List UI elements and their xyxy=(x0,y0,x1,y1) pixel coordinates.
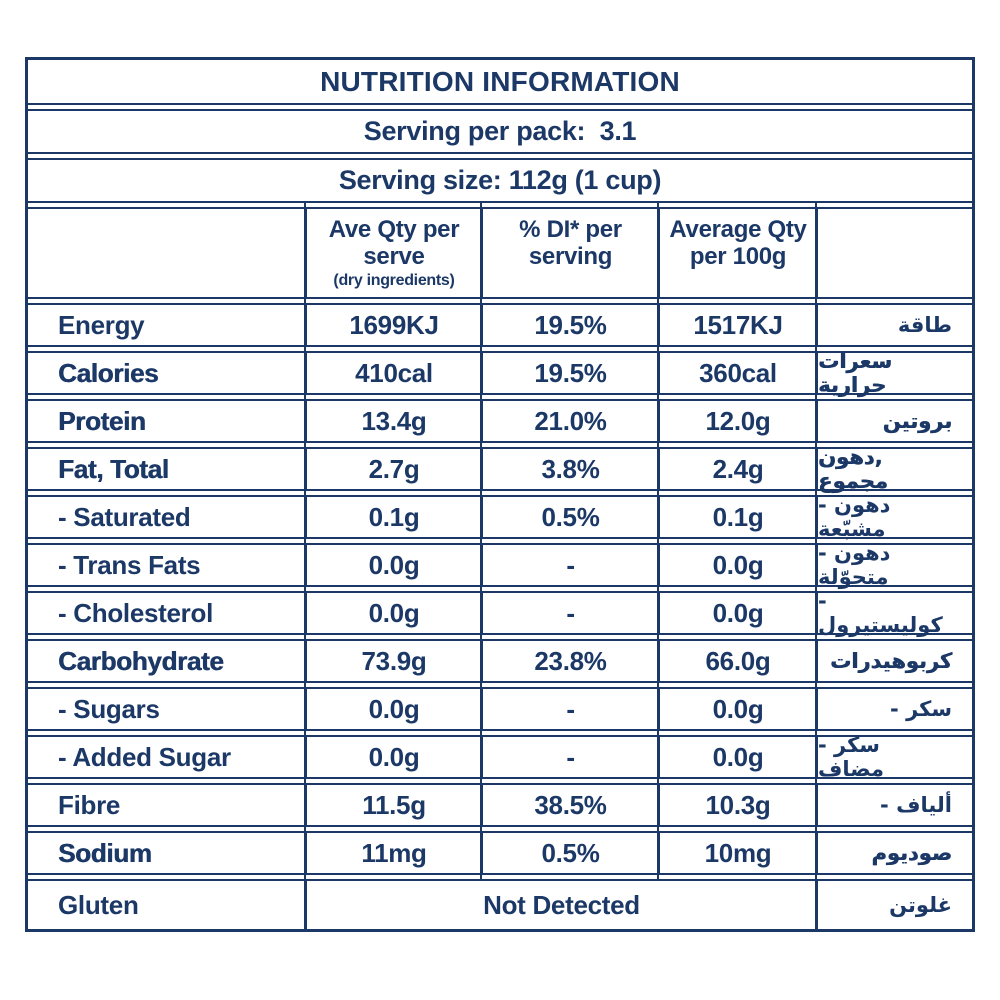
nutrient-name: - Cholesterol xyxy=(58,597,214,628)
nutrient-name-arabic: - كوليستيرول xyxy=(816,589,968,637)
column-divider-line xyxy=(657,203,659,879)
nutrient-name-arabic: كربوهيدرات xyxy=(816,641,968,681)
value-per-100g: 0.1g xyxy=(658,497,816,537)
value-per-serve: 13.4g xyxy=(305,401,481,441)
value-per-serve: 11mg xyxy=(305,833,481,873)
nutrient-name-arabic: طاقة xyxy=(816,305,968,345)
value-di-percent: - xyxy=(481,737,658,777)
nutrient-name: Fat, Total xyxy=(58,453,169,484)
serving-size: Serving size: 112g (1 cup) xyxy=(28,158,972,203)
table-row-calories: Calories 410cal 19.5% 360cal سعرات‎ حرار… xyxy=(28,349,972,397)
column-divider-line xyxy=(480,203,482,879)
nutrient-name-arabic: سعرات‎ حرارية xyxy=(816,349,968,397)
gluten-result: Not Detected xyxy=(305,881,816,929)
nutrient-name-arabic: بروتين xyxy=(816,401,968,441)
nutrient-name: Sodium xyxy=(58,837,152,868)
nutrient-name: Calories xyxy=(58,357,159,388)
value-per-100g: 1517KJ xyxy=(658,305,816,345)
table-row-trans-fats: - Trans Fats 0.0g - 0.0g - دهون‎ متحوّلة xyxy=(28,541,972,589)
value-di-percent: 3.8% xyxy=(481,449,658,489)
nutrient-name: - Saturated xyxy=(58,501,191,532)
value-per-100g: 10.3g xyxy=(658,785,816,825)
table-row-gluten: Gluten Not Detected غلوتن xyxy=(28,879,972,929)
value-per-100g: 0.0g xyxy=(658,593,816,633)
nutrient-name-arabic: غلوتن xyxy=(816,881,968,929)
table-row-protein: Protein 13.4g 21.0% 12.0g بروتين xyxy=(28,399,972,443)
value-di-percent: 38.5% xyxy=(481,785,658,825)
value-di-percent: 0.5% xyxy=(481,497,658,537)
header-ave-qty-per-serve: Ave Qty per serve (dry ingredients) xyxy=(305,209,481,297)
nutrient-name: - Sugars xyxy=(58,693,160,724)
table-row-carbohydrate: Carbohydrate 73.9g 23.8% 66.0g كربوهيدرا… xyxy=(28,639,972,683)
nutrient-name-arabic: دهون,‎ مجموع xyxy=(816,445,968,493)
nutrient-name-arabic: - دهون‎ متحوّلة xyxy=(816,541,968,589)
value-di-percent: 21.0% xyxy=(481,401,658,441)
nutrient-name-arabic: - سكر‎ مضاف xyxy=(816,733,968,781)
value-per-100g: 0.0g xyxy=(658,689,816,729)
value-per-serve: 11.5g xyxy=(305,785,481,825)
nutrient-name: Protein xyxy=(58,405,146,436)
table-row-sugars: - Sugars 0.0g - 0.0g - سكر xyxy=(28,687,972,731)
table-row-energy: Energy 1699KJ 19.5% 1517KJ طاقة xyxy=(28,303,972,347)
value-per-serve: 73.9g xyxy=(305,641,481,681)
header-avg-qty-100g: Average Qty per 100g xyxy=(658,209,816,297)
header-arabic-blank xyxy=(816,209,968,297)
column-divider-line xyxy=(304,203,306,929)
value-per-serve: 0.1g xyxy=(305,497,481,537)
value-di-percent: 23.8% xyxy=(481,641,658,681)
nutrition-facts-table: NUTRITION INFORMATION Serving per pack: … xyxy=(25,57,975,932)
table-row-cholesterol: - Cholesterol 0.0g - 0.0g - كوليستيرول xyxy=(28,589,972,637)
header-nutrient-blank xyxy=(28,209,305,297)
value-per-100g: 10mg xyxy=(658,833,816,873)
value-di-percent: 0.5% xyxy=(481,833,658,873)
value-per-100g: 360cal xyxy=(658,353,816,393)
value-per-serve: 0.0g xyxy=(305,545,481,585)
value-per-100g: 2.4g xyxy=(658,449,816,489)
header-ave-qty-main: Ave Qty per serve xyxy=(328,216,460,270)
value-di-percent: 19.5% xyxy=(481,353,658,393)
value-di-percent: - xyxy=(481,593,658,633)
value-di-percent: - xyxy=(481,689,658,729)
value-per-100g: 0.0g xyxy=(658,545,816,585)
value-di-percent: - xyxy=(481,545,658,585)
table-row-saturated: - Saturated 0.1g 0.5% 0.1g - دهون‎ مشبّع… xyxy=(28,493,972,541)
table-row-sodium: Sodium 11mg 0.5% 10mg صوديوم xyxy=(28,831,972,875)
value-per-serve: 2.7g xyxy=(305,449,481,489)
serving-per-pack: Serving per pack: 3.1 xyxy=(28,109,972,154)
nutrient-name: Energy xyxy=(58,309,145,340)
nutrient-name: Gluten xyxy=(58,889,139,920)
value-per-100g: 0.0g xyxy=(658,737,816,777)
header-di-per-serving: % DI* per serving xyxy=(481,209,658,297)
column-divider-line xyxy=(815,203,817,929)
value-di-percent: 19.5% xyxy=(481,305,658,345)
value-per-serve: 0.0g xyxy=(305,737,481,777)
nutrient-name: - Trans Fats xyxy=(58,549,201,580)
nutrient-name-arabic: صوديوم xyxy=(816,833,968,873)
table-row-fat-total: Fat, Total 2.7g 3.8% 2.4g دهون,‎ مجموع xyxy=(28,445,972,493)
value-per-serve: 0.0g xyxy=(305,593,481,633)
nutrient-name: - Added Sugar xyxy=(58,741,231,772)
table-row-added-sugar: - Added Sugar 0.0g - 0.0g - سكر‎ مضاف xyxy=(28,733,972,781)
header-dry-ingredients-note: (dry ingredients) xyxy=(333,271,455,289)
value-per-100g: 12.0g xyxy=(658,401,816,441)
value-per-serve: 0.0g xyxy=(305,689,481,729)
nutrient-name-arabic: - ألياف xyxy=(816,785,968,825)
value-per-serve: 410cal xyxy=(305,353,481,393)
nutrient-name: Fibre xyxy=(58,789,121,820)
nutrient-name-arabic: - سكر xyxy=(816,689,968,729)
table-row-fibre: Fibre 11.5g 38.5% 10.3g - ألياف xyxy=(28,783,972,827)
table-title: NUTRITION INFORMATION xyxy=(28,60,972,105)
nutrient-name: Carbohydrate xyxy=(58,645,224,676)
value-per-serve: 1699KJ xyxy=(305,305,481,345)
value-per-100g: 66.0g xyxy=(658,641,816,681)
nutrient-name-arabic: - دهون‎ مشبّعة xyxy=(816,493,968,541)
column-header-row: Ave Qty per serve (dry ingredients) % DI… xyxy=(28,207,972,299)
